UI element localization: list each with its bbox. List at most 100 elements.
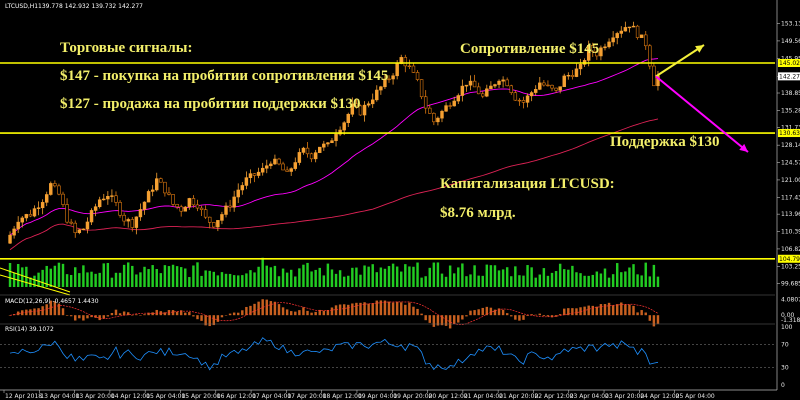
candle-body: [448, 105, 452, 107]
volume-bar: [587, 275, 590, 287]
macd-bar: [485, 306, 489, 316]
volume-bar: [465, 276, 468, 287]
candle-body: [199, 207, 204, 210]
candle-body: [574, 68, 579, 77]
candle-body: [489, 85, 493, 90]
candle-body: [89, 210, 94, 223]
candle-body: [195, 204, 200, 209]
volume-bar: [65, 274, 69, 287]
macd-bar: [404, 304, 407, 316]
candle-body: [635, 25, 640, 38]
time-tick-label: 23 Apr 20:00: [605, 393, 644, 400]
volume-bar: [245, 273, 248, 287]
candle-body: [232, 196, 236, 208]
macd-bar: [371, 303, 374, 316]
time-tick-label: 13 Apr 04:00: [40, 393, 79, 400]
macd-bar: [326, 310, 330, 316]
volume-bar: [644, 262, 647, 287]
volume-bar: [29, 277, 32, 287]
candle-body: [370, 99, 375, 105]
macd-bar: [281, 307, 285, 316]
candle-body: [375, 89, 379, 101]
price-tag-box: [778, 254, 800, 263]
volume-bar: [428, 267, 431, 287]
macd-bar: [375, 300, 379, 316]
volume-bar: [192, 265, 195, 287]
volume-bar: [184, 268, 187, 287]
macd-bar: [302, 307, 305, 316]
macd-bar: [204, 315, 207, 326]
time-tick-label: 21 Apr 04:00: [464, 393, 503, 400]
volume-bar: [371, 264, 374, 287]
volume-bar: [98, 272, 101, 287]
candle-body: [269, 163, 273, 167]
macd-bar: [179, 310, 183, 316]
macd-signal-line: [9, 301, 659, 325]
volume-bar: [408, 266, 411, 287]
volume-bar: [135, 274, 138, 287]
candle-body: [501, 79, 505, 82]
volume-bar: [338, 270, 342, 287]
candle-body: [150, 189, 155, 192]
volume-bar: [310, 271, 313, 287]
volume-bar: [546, 275, 550, 287]
volume-bar: [294, 276, 297, 287]
ma-slow-line: [9, 118, 659, 251]
macd-bar: [652, 315, 656, 327]
volume-bar: [314, 269, 317, 287]
macd-bar: [16, 311, 20, 316]
candle-body: [40, 202, 45, 209]
volume-bar: [155, 268, 158, 287]
price-tag-label: 104.799: [779, 256, 800, 263]
candle-body: [472, 80, 477, 88]
macd-bar: [163, 312, 167, 316]
candle-body: [542, 82, 546, 86]
macd-bar: [648, 315, 652, 321]
volume-bar: [200, 275, 203, 287]
volume-bar: [636, 274, 639, 287]
candle-body: [248, 173, 253, 178]
volume-bar: [289, 269, 293, 287]
candle-body: [497, 80, 501, 85]
macd-bar: [457, 315, 460, 323]
volume-bar: [367, 266, 370, 287]
candle-body: [85, 221, 90, 230]
volume-bar: [355, 267, 358, 287]
candle-body: [423, 96, 428, 109]
rsi-line: [9, 337, 659, 371]
volume-bar: [550, 272, 554, 287]
buy-arrow: [655, 44, 705, 78]
macd-bar: [615, 304, 619, 316]
volume-bar: [611, 274, 615, 287]
volume-bar: [118, 272, 122, 287]
macd-bar: [171, 310, 175, 316]
candle-body: [529, 92, 534, 97]
macd-bar: [139, 315, 142, 316]
macd-bar: [253, 303, 256, 316]
volume-bar: [175, 266, 179, 287]
candle-body: [313, 152, 318, 160]
macd-bar: [94, 315, 97, 318]
volume-bar: [342, 276, 346, 287]
macd-panel: [0, 294, 775, 329]
candle-body: [171, 194, 175, 205]
volume-bar: [114, 272, 118, 287]
candle-body: [570, 74, 575, 77]
candle-body: [102, 198, 106, 201]
volume-bar: [554, 271, 558, 287]
price-tick-label: 110.395: [781, 229, 800, 236]
candle-body: [49, 183, 53, 195]
volume-bar: [269, 267, 273, 287]
macd-bar: [632, 305, 635, 316]
price-tick-label: 135.280: [781, 107, 800, 114]
volume-bar: [416, 262, 419, 287]
candle-body: [73, 222, 77, 233]
volume-bar: [281, 268, 285, 287]
volume-bar: [90, 271, 93, 287]
ma-fast-line: [9, 58, 659, 236]
macd-bar: [440, 315, 444, 326]
macd-bar: [636, 312, 639, 316]
volume-bar: [61, 263, 65, 287]
